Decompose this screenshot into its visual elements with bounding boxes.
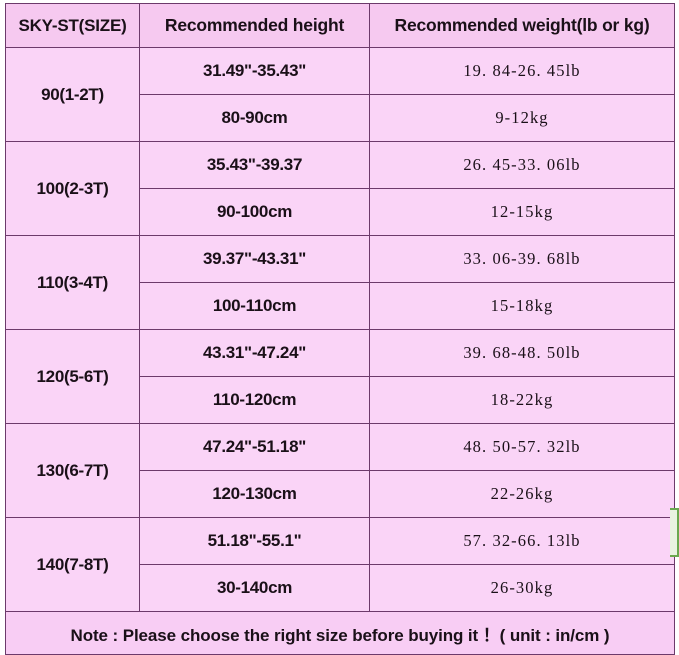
cell-weight-kg: 26-30kg	[369, 564, 675, 612]
selection-marker[interactable]	[670, 508, 679, 557]
cell-height-cm: 120-130cm	[139, 470, 370, 518]
cell-height-cm: 90-100cm	[139, 188, 370, 236]
table-row: 110-120cm 18-22kg	[6, 376, 675, 424]
note-row: Note : Please choose the right size befo…	[5, 611, 675, 655]
header-row: SKY-ST(SIZE) Recommended height Recommen…	[5, 3, 675, 48]
table-row: 80-90cm 9-12kg	[6, 94, 675, 142]
cell-weight-kg: 9-12kg	[369, 94, 675, 142]
cell-height-cm: 30-140cm	[139, 564, 370, 612]
cell-weight-lb: 48. 50-57. 32lb	[369, 423, 675, 471]
table-row: 120-130cm 22-26kg	[6, 470, 675, 518]
size-note: Note : Please choose the right size befo…	[5, 611, 675, 655]
cell-weight-kg: 12-15kg	[369, 188, 675, 236]
cell-weight-lb: 19. 84-26. 45lb	[369, 47, 675, 95]
table-header: SKY-ST(SIZE) Recommended height Recommen…	[5, 3, 675, 48]
table-row: 90(1-2T) 31.49"-35.43" 19. 84-26. 45lb	[5, 47, 675, 142]
cell-size: 110(3-4T)	[5, 235, 140, 330]
cell-height-in: 31.49"-35.43"	[139, 47, 370, 95]
table-row: 140(7-8T) 51.18"-55.1" 57. 32-66. 13lb	[5, 517, 675, 612]
size-chart-page: SKY-ST(SIZE) Recommended height Recommen…	[5, 3, 679, 655]
cell-size: 100(2-3T)	[5, 141, 140, 236]
cell-weight-kg: 18-22kg	[369, 376, 675, 424]
cell-height-cm: 80-90cm	[139, 94, 370, 142]
column-header-size: SKY-ST(SIZE)	[5, 3, 140, 48]
size-chart-table: SKY-ST(SIZE) Recommended height Recommen…	[5, 3, 675, 655]
cell-weight-lb: 33. 06-39. 68lb	[369, 235, 675, 283]
cell-weight-lb: 26. 45-33. 06lb	[369, 141, 675, 189]
column-header-weight: Recommended weight(lb or kg)	[369, 3, 675, 48]
cell-height-cm: 100-110cm	[139, 282, 370, 330]
cell-weight-lb: 39. 68-48. 50lb	[369, 329, 675, 377]
cell-height-cm: 110-120cm	[139, 376, 370, 424]
cell-weight-kg: 22-26kg	[369, 470, 675, 518]
cell-size: 90(1-2T)	[5, 47, 140, 142]
table-row: 30-140cm 26-30kg	[6, 564, 675, 612]
table-row: 100(2-3T) 35.43"-39.37 26. 45-33. 06lb	[5, 141, 675, 236]
table-row: 110(3-4T) 39.37"-43.31" 33. 06-39. 68lb	[5, 235, 675, 330]
table-row: 130(6-7T) 47.24"-51.18" 48. 50-57. 32lb	[5, 423, 675, 518]
cell-weight-lb: 57. 32-66. 13lb	[369, 517, 675, 565]
column-header-height: Recommended height	[139, 3, 370, 48]
table-body: 90(1-2T) 31.49"-35.43" 19. 84-26. 45lb 8…	[5, 47, 675, 655]
cell-size: 120(5-6T)	[5, 329, 140, 424]
cell-height-in: 35.43"-39.37	[139, 141, 370, 189]
cell-height-in: 47.24"-51.18"	[139, 423, 370, 471]
table-row: 90-100cm 12-15kg	[6, 188, 675, 236]
cell-height-in: 43.31"-47.24"	[139, 329, 370, 377]
cell-weight-kg: 15-18kg	[369, 282, 675, 330]
cell-size: 130(6-7T)	[5, 423, 140, 518]
cell-size: 140(7-8T)	[5, 517, 140, 612]
cell-height-in: 39.37"-43.31"	[139, 235, 370, 283]
table-row: 100-110cm 15-18kg	[6, 282, 675, 330]
table-row: 120(5-6T) 43.31"-47.24" 39. 68-48. 50lb	[5, 329, 675, 424]
cell-height-in: 51.18"-55.1"	[139, 517, 370, 565]
